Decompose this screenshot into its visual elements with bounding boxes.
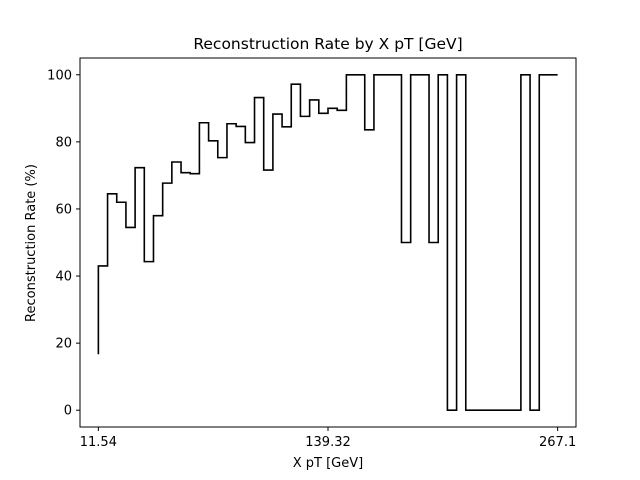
- series-line: [97, 73, 558, 412]
- plot-area: [97, 73, 558, 412]
- x-tick-label: 11.54: [80, 435, 117, 450]
- x-tick-label: 139.32: [305, 435, 351, 450]
- y-axis-label: Reconstruction Rate (%): [24, 164, 39, 322]
- y-tick-label: 0: [64, 404, 72, 419]
- x-axis: 11.54 139.32 267.1: [80, 427, 576, 450]
- x-axis-label: X pT [GeV]: [293, 456, 363, 471]
- y-tick-label: 100: [47, 68, 72, 83]
- x-tick-label: 267.1: [539, 435, 576, 450]
- plot-frame: [79, 57, 577, 428]
- chart-title: Reconstruction Rate by X pT [GeV]: [193, 35, 462, 53]
- y-tick-label: 20: [55, 337, 72, 352]
- y-axis: 0 20 40 60 80 100: [47, 68, 80, 419]
- y-tick-label: 60: [55, 202, 72, 217]
- y-tick-label: 80: [55, 135, 72, 150]
- y-tick-label: 40: [55, 270, 72, 285]
